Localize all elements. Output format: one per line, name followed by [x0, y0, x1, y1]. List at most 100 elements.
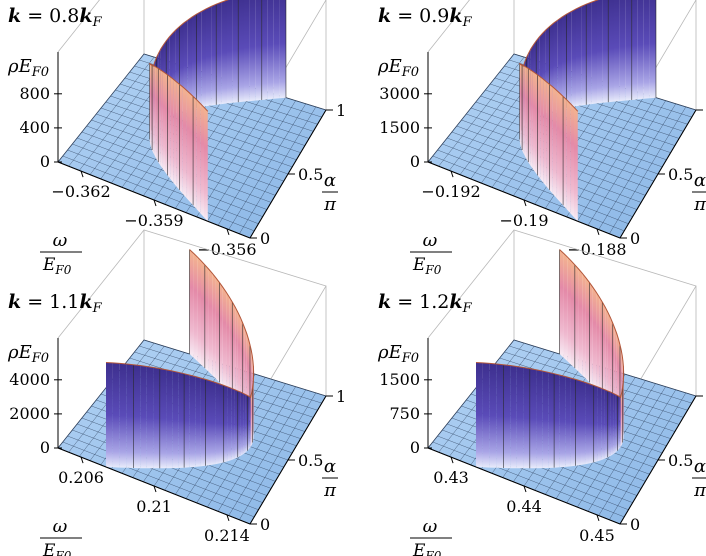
ridge-segment [159, 368, 167, 469]
ridge-segment [536, 369, 543, 469]
box-top-edge [427, 229, 697, 415]
y-tick-label: 1 [336, 101, 346, 120]
ridge-segment [556, 89, 560, 202]
y-label-denominator: π [693, 480, 706, 501]
ridge-segment [244, 328, 247, 416]
ridge-segment [133, 364, 141, 469]
z-tick-label: 0 [410, 152, 420, 171]
ridge-segment [596, 292, 600, 393]
ridge-segment [563, 96, 567, 210]
ridge-segment [614, 0, 620, 102]
ridge-crest [149, 0, 229, 112]
x-tick-mark [596, 228, 600, 236]
y-label-denominator: π [323, 480, 337, 501]
ridge-segment [193, 253, 198, 361]
ridge-segment [643, 0, 650, 99]
ridge-segment [549, 84, 553, 194]
ridge-segment [602, 0, 609, 103]
x-tick-mark [523, 485, 527, 493]
ridge-segment [156, 67, 159, 163]
ridge-crest [105, 249, 255, 399]
z-tick-label: 1500 [379, 118, 420, 137]
ridge-segment [637, 0, 644, 100]
ridge-segment [231, 388, 235, 461]
ridge-segment [170, 76, 174, 183]
panel-title: k = 0.9kF [378, 5, 473, 30]
ridge-segment [574, 264, 579, 372]
ridge-segment [160, 69, 163, 169]
ridge-segment [187, 17, 192, 110]
x-tick-label: 0.214 [204, 526, 250, 545]
x-label-denominator: EF0 [412, 541, 442, 556]
ridge-segment [234, 389, 238, 459]
ridge-segment [149, 63, 151, 145]
ridge-segment [204, 107, 208, 222]
ridge-segment [576, 6, 582, 107]
ridge-segment [206, 6, 212, 107]
y-tick-label: 0.5 [668, 165, 693, 184]
ridge-segment [519, 63, 521, 145]
ridge-segment [520, 64, 522, 148]
ridge-segment [196, 11, 202, 108]
ridge-segment [599, 297, 603, 396]
x-axis-label: ω EF0 [410, 230, 452, 277]
ridge-segment [571, 260, 575, 369]
floor-grid-line [598, 103, 676, 230]
ridge-segment [559, 93, 564, 206]
ridge-segment [249, 396, 251, 449]
ridge-segment [227, 0, 233, 104]
ridge-segment [261, 0, 268, 100]
ridge-segment [162, 71, 165, 172]
ridge-segment [597, 386, 602, 462]
ridge-segment [238, 0, 244, 103]
box-top-edge [57, 229, 327, 415]
ridge-segment [601, 388, 605, 461]
y-tick-label: 0.5 [298, 165, 323, 184]
y-axis-label: απ [692, 170, 706, 215]
ridge-segment [221, 0, 227, 105]
ridge-segment [524, 66, 527, 159]
x-tick-label: 0.44 [506, 497, 542, 516]
x-tick-mark [153, 199, 157, 207]
x-label-numerator: ω [53, 230, 68, 251]
ridge-segment [585, 382, 590, 465]
ridge-segment [165, 73, 168, 176]
ridge-segment [570, 103, 574, 218]
x-label-denominator: EF0 [42, 255, 72, 277]
ridge-segment [580, 380, 586, 465]
ridge-segment [179, 84, 183, 194]
ridge-segment [532, 71, 535, 172]
ridge-segment [496, 364, 504, 468]
floor-grid-line [228, 389, 306, 516]
ridge-segment [196, 99, 201, 214]
y-label-denominator: π [323, 194, 337, 215]
x-axis-label: ω EF0 [40, 516, 82, 556]
x-label-denominator: EF0 [412, 255, 442, 277]
ridge-segment [548, 372, 555, 468]
ridge-segment [240, 317, 243, 410]
ridge-segment [178, 372, 185, 468]
x-tick-label: −0.362 [51, 182, 110, 201]
ridge-segment [535, 73, 538, 176]
ridge-segment [153, 65, 155, 156]
y-label-numerator: α [324, 170, 336, 191]
x-tick-mark [80, 456, 84, 464]
ridge-segment [237, 312, 241, 406]
ridge-segment [607, 312, 611, 406]
ridge-segment [617, 395, 620, 451]
ridge-segment [559, 249, 564, 358]
ridge-segment [529, 368, 537, 469]
ridge-segment [582, 273, 586, 379]
ridge-segment [210, 380, 216, 465]
y-tick-label: 0 [260, 229, 270, 248]
ridge-segment [192, 14, 197, 109]
box-top-edge [57, 0, 327, 129]
x-tick-mark [596, 514, 600, 522]
x-tick-label: −0.356 [197, 240, 256, 259]
ridge-segment [250, 392, 252, 447]
ridge-segment [237, 390, 241, 458]
ridge-segment [229, 297, 233, 396]
z-axis-label: ρEF0 [7, 342, 49, 366]
panel-title: k = 1.2kF [378, 291, 473, 316]
